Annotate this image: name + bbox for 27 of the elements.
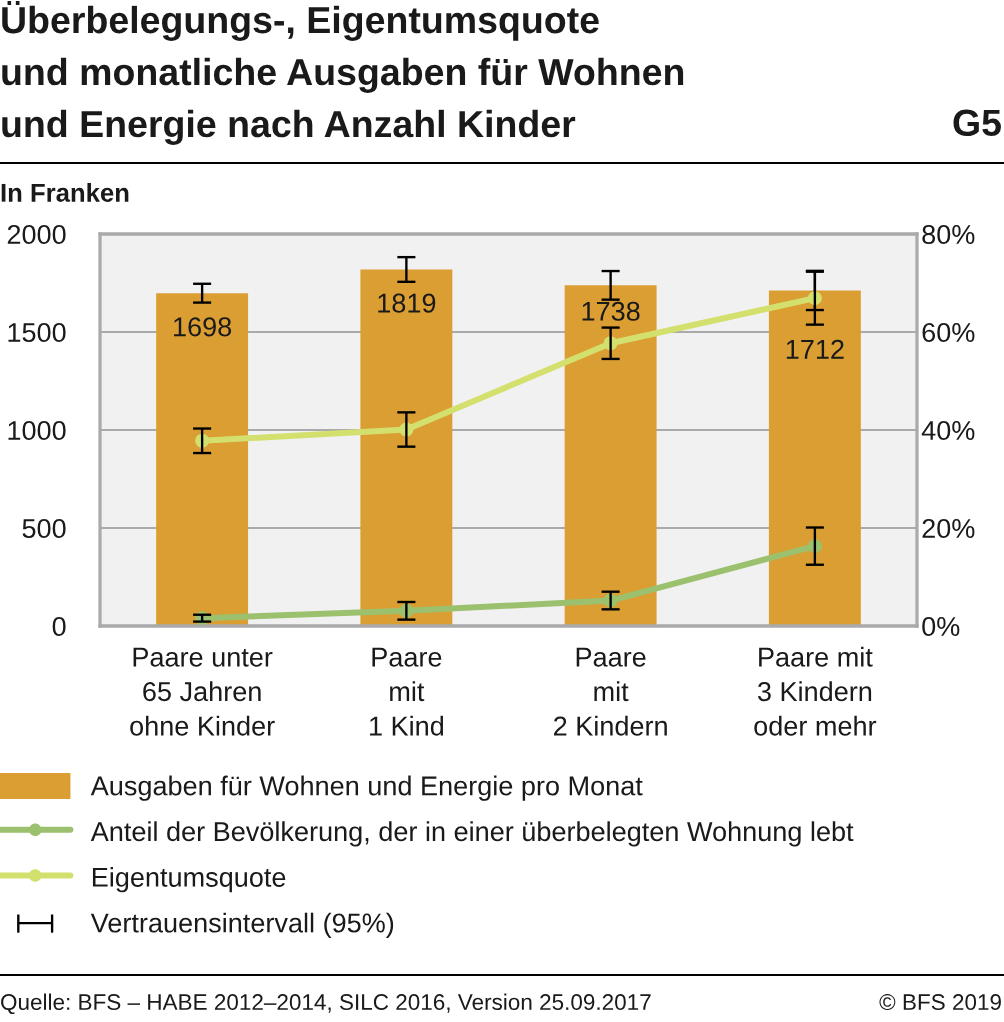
chart-title: Überbelegungs-, Eigentumsquote und monatliche Ausgaben für Wohnen und Energie nach Anzahl Kinder bbox=[2, 1, 684, 145]
data-label: 1698 bbox=[174, 317, 232, 337]
y2-tick-label: 20% bbox=[922, 518, 975, 539]
text: © BFS 2019 bbox=[879, 994, 1001, 1011]
data-label: 1819 bbox=[378, 293, 436, 313]
y-tick-label: 1000 bbox=[8, 420, 66, 441]
source-note: Quelle: BFS – HABE 2012–2014, SILC 2016, Version 25.09.2017 bbox=[1, 993, 651, 1015]
data-label: 1738 bbox=[582, 301, 640, 321]
text: G5 bbox=[953, 109, 1001, 137]
y-tick-label: 0 bbox=[52, 616, 66, 637]
y2-tick-label: 40% bbox=[921, 420, 975, 441]
y2-tick-label: 0% bbox=[922, 616, 960, 637]
y2-tick-label: 60% bbox=[922, 322, 975, 343]
y-tick-label: 1500 bbox=[8, 322, 66, 343]
x-tick-label: Paare unter 65 Jahren ohne Kinder bbox=[130, 647, 275, 736]
y-tick-label: 500 bbox=[22, 518, 66, 539]
y2-tick-label: 80% bbox=[922, 224, 975, 245]
legend-label: Eigentumsquote bbox=[92, 866, 286, 893]
legend-label: Ausgaben für Wohnen und Energie pro Monat bbox=[90, 775, 643, 801]
x-tick-label: Paare mit 3 Kindern oder mehr bbox=[754, 646, 877, 736]
y-axis-title: In Franken bbox=[1, 183, 129, 202]
data-label: 1712 bbox=[786, 339, 844, 359]
text: Vertrauensintervall (95%) bbox=[90, 912, 394, 938]
x-tick-label: Paare mit 2 Kindern bbox=[554, 647, 667, 736]
legend-label: Anteil der Bevölkerung, der in einer überbelegten Wohnung lebt bbox=[90, 821, 854, 847]
x-tick-label: Paare mit 1 Kind bbox=[370, 647, 444, 736]
y-tick-label: 2000 bbox=[7, 224, 66, 245]
